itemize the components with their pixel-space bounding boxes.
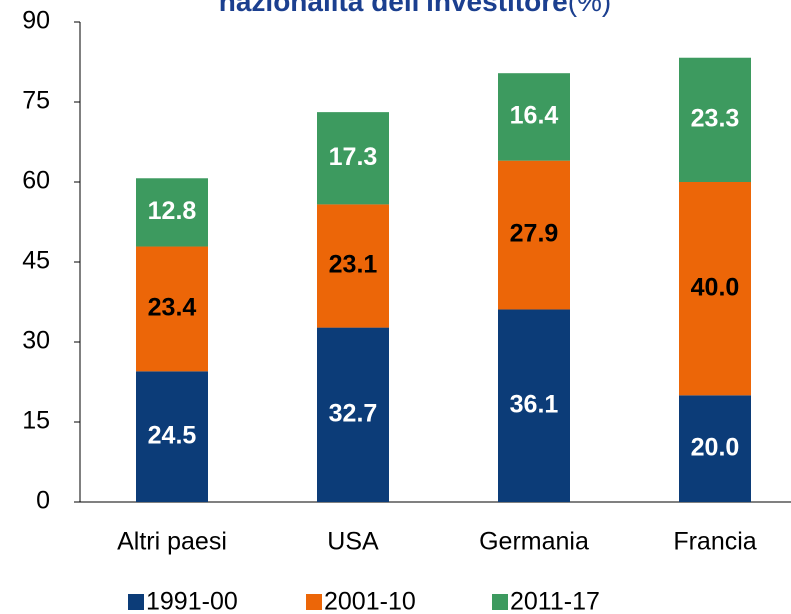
title-unit: (%) bbox=[568, 0, 612, 17]
legend-label: 2001-10 bbox=[324, 588, 416, 614]
y-tick-label: 60 bbox=[22, 167, 50, 195]
data-label: 40.0 bbox=[691, 273, 740, 301]
legend-label: 2011-17 bbox=[510, 588, 600, 614]
legend-swatch bbox=[128, 594, 144, 610]
y-tick-label: 0 bbox=[36, 487, 50, 515]
data-label: 20.0 bbox=[691, 433, 740, 461]
x-tick-label: Altri paesi bbox=[117, 528, 227, 556]
bar-segment bbox=[679, 395, 751, 502]
bar-segment bbox=[136, 371, 208, 502]
data-label: 36.1 bbox=[510, 390, 559, 418]
data-label: 16.4 bbox=[510, 102, 559, 130]
data-label: 12.8 bbox=[148, 197, 197, 225]
bar-segment bbox=[498, 309, 570, 502]
bar-segment bbox=[498, 160, 570, 310]
chart-title: nazionalità dell'investitore(%) bbox=[219, 0, 612, 17]
data-label: 23.3 bbox=[691, 104, 740, 132]
y-tick-label: 75 bbox=[22, 87, 50, 115]
data-label: 17.3 bbox=[329, 143, 378, 171]
legend-swatch bbox=[306, 594, 322, 610]
bar-segment bbox=[317, 327, 389, 502]
x-tick-label: Francia bbox=[673, 528, 756, 556]
bar-segment bbox=[317, 204, 389, 328]
title-main: nazionalità dell'investitore bbox=[219, 0, 568, 17]
data-label: 23.4 bbox=[148, 294, 197, 322]
legend-label: 1991-00 bbox=[146, 588, 238, 614]
y-tick-label: 30 bbox=[22, 327, 50, 355]
bar-segment bbox=[136, 178, 208, 247]
data-label: 23.1 bbox=[329, 251, 378, 279]
bar-segment bbox=[317, 112, 389, 205]
x-tick-label: USA bbox=[327, 528, 379, 556]
x-tick-label: Germania bbox=[479, 528, 589, 556]
bar-segment bbox=[498, 73, 570, 161]
bar-segment bbox=[679, 182, 751, 396]
bar-segment bbox=[679, 57, 751, 182]
y-tick-label: 45 bbox=[22, 247, 50, 275]
data-label: 27.9 bbox=[510, 220, 559, 248]
bar-segment bbox=[136, 246, 208, 372]
y-tick-label: 15 bbox=[22, 407, 50, 435]
data-label: 24.5 bbox=[148, 421, 197, 449]
legend-swatch bbox=[492, 594, 508, 610]
data-label: 32.7 bbox=[329, 399, 378, 427]
y-tick-label: 90 bbox=[22, 7, 50, 35]
